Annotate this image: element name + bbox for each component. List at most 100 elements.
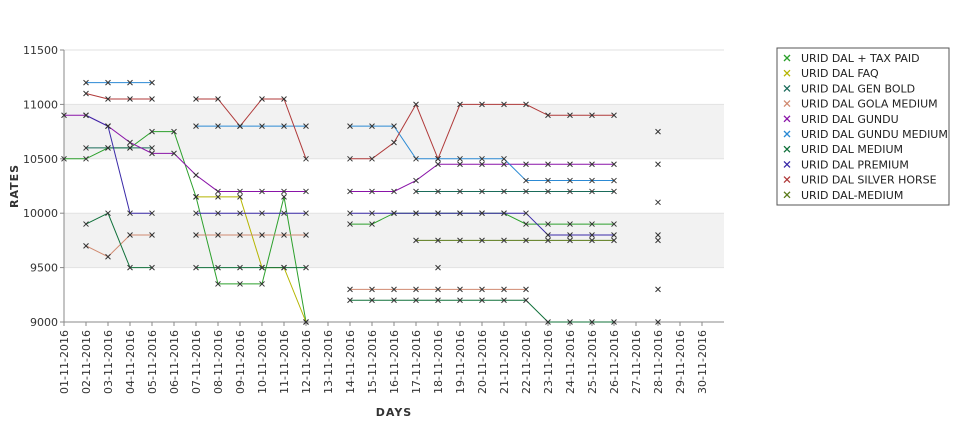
- x-tick-label: 15-11-2016: [366, 330, 379, 394]
- point-marker: [281, 232, 287, 238]
- data-point: [83, 79, 89, 86]
- plot-area: [64, 50, 724, 322]
- point-marker: [655, 161, 661, 168]
- point-marker: [303, 155, 309, 162]
- legend-label: URID DAL-MEDIUM: [801, 189, 903, 202]
- data-point: [589, 177, 595, 184]
- data-point: [457, 286, 463, 293]
- point-marker: [127, 79, 133, 86]
- point-marker: [523, 237, 529, 244]
- data-point: [369, 155, 375, 162]
- data-point: [237, 188, 243, 195]
- data-point: [435, 210, 441, 217]
- data-point: [567, 112, 573, 119]
- point-marker: [611, 221, 617, 227]
- point-marker: [369, 286, 375, 293]
- data-point: [435, 188, 441, 195]
- point-marker: [501, 188, 507, 195]
- data-point: [369, 188, 375, 195]
- data-point: [611, 188, 617, 195]
- point-marker: [545, 177, 551, 184]
- point-marker: [457, 161, 463, 168]
- data-point: [391, 188, 397, 195]
- data-point: [83, 145, 89, 151]
- point-marker: [479, 297, 485, 304]
- data-point: [391, 286, 397, 293]
- point-marker: [215, 123, 221, 130]
- point-marker: [83, 145, 89, 151]
- legend-item: URID DAL GUNDU MEDIUM: [783, 128, 948, 141]
- point-marker: [347, 188, 353, 195]
- data-point: [457, 155, 463, 162]
- data-point: [545, 161, 551, 168]
- legend-label: URID DAL FAQ: [801, 67, 879, 80]
- point-marker: [369, 221, 375, 227]
- point-marker: [237, 194, 243, 200]
- point-marker: [523, 210, 529, 217]
- data-point: [83, 90, 89, 97]
- data-point: [501, 297, 507, 304]
- point-marker: [259, 232, 265, 238]
- point-marker: [369, 297, 375, 304]
- point-marker: [237, 264, 243, 271]
- point-marker: [479, 101, 485, 108]
- legend-label: URID DAL GUNDU MEDIUM: [801, 128, 948, 141]
- legend-item: URID DAL GEN BOLD: [783, 82, 915, 95]
- point-marker: [83, 90, 89, 97]
- point-marker: [259, 264, 265, 271]
- x-tick-label: 20-11-2016: [476, 330, 489, 394]
- data-point: [655, 319, 661, 325]
- data-point: [655, 286, 661, 293]
- data-point: [215, 188, 221, 195]
- legend-marker: [783, 191, 791, 199]
- data-point: [545, 188, 551, 195]
- point-marker: [457, 286, 463, 293]
- data-point: [611, 161, 617, 168]
- data-point: [589, 112, 595, 119]
- data-point: [303, 123, 309, 130]
- data-point: [149, 232, 155, 238]
- data-point: [611, 177, 617, 184]
- data-point: [303, 188, 309, 195]
- x-tick-label: 16-11-2016: [388, 330, 401, 394]
- data-point: [457, 237, 463, 244]
- data-point: [369, 297, 375, 304]
- legend-item: URID DAL FAQ: [783, 67, 879, 80]
- point-marker: [347, 221, 353, 227]
- point-marker: [413, 177, 419, 184]
- data-point: [193, 210, 199, 217]
- data-point: [281, 194, 287, 200]
- data-point: [193, 123, 199, 130]
- data-point: [435, 161, 441, 168]
- data-point: [479, 210, 485, 217]
- data-point: [655, 237, 661, 244]
- point-marker: [501, 297, 507, 304]
- data-point: [149, 145, 155, 151]
- point-marker: [501, 210, 507, 217]
- data-point: [83, 112, 89, 119]
- point-marker: [523, 177, 529, 184]
- point-marker: [215, 96, 221, 102]
- x-tick-label: 07-11-2016: [190, 330, 203, 394]
- data-point: [61, 155, 67, 162]
- x-tick-label: 09-11-2016: [234, 330, 247, 394]
- data-point: [611, 237, 617, 244]
- point-marker: [457, 155, 463, 162]
- point-marker: [479, 155, 485, 162]
- point-marker: [435, 161, 441, 168]
- point-marker: [347, 297, 353, 304]
- data-point: [501, 155, 507, 162]
- series-line: [85, 114, 152, 214]
- data-point: [347, 155, 353, 162]
- point-marker: [391, 139, 397, 146]
- point-marker: [545, 188, 551, 195]
- legend-item: URID DAL SILVER HORSE: [783, 174, 937, 187]
- data-point: [413, 210, 419, 217]
- point-marker: [479, 237, 485, 244]
- data-point: [215, 232, 221, 238]
- legend-label: URID DAL GEN BOLD: [801, 82, 915, 95]
- point-marker: [369, 123, 375, 130]
- data-point: [369, 286, 375, 293]
- data-point: [215, 194, 221, 200]
